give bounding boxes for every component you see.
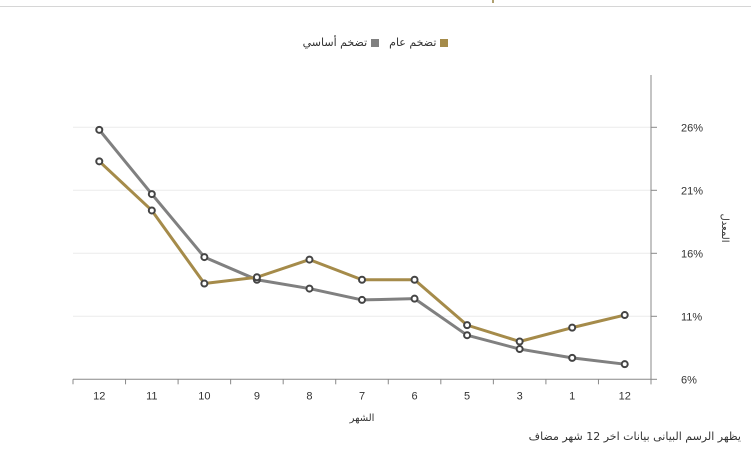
top-divider — [0, 6, 751, 7]
data-point-marker[interactable] — [515, 337, 524, 346]
data-point-marker[interactable] — [252, 273, 261, 282]
axis-labels: 6% 11% 16% 21% 26% 12 11 10 9 8 7 6 5 3 1 12 الشهر المعدل — [93, 122, 730, 424]
data-point-marker[interactable] — [147, 190, 156, 199]
x-tick-label: 7 — [359, 390, 365, 402]
y-tick-label: 21% — [681, 185, 703, 197]
data-point-marker[interactable] — [200, 253, 209, 262]
x-tick-label: 12 — [619, 390, 631, 402]
y-tick-label: 11% — [681, 311, 702, 323]
legend-item-headline[interactable]: تضخم عام — [389, 36, 449, 49]
data-point-marker[interactable] — [463, 321, 472, 330]
y-tick-label: 26% — [681, 122, 703, 134]
legend-swatch-headline-icon — [440, 38, 449, 47]
data-point-marker[interactable] — [95, 125, 104, 134]
y-tick-label: 16% — [681, 248, 703, 260]
legend-swatch-core-icon — [371, 38, 380, 47]
data-point-marker[interactable] — [200, 279, 209, 288]
legend-item-core[interactable]: تضخم أساسي — [303, 36, 380, 49]
series-line — [98, 160, 626, 343]
data-point-marker[interactable] — [515, 345, 524, 354]
data-point-marker[interactable] — [147, 206, 156, 215]
data-point-marker[interactable] — [410, 294, 419, 303]
legend-label-headline: تضخم عام — [389, 36, 437, 49]
chart-legend: تضخم عام تضخم أساسي — [0, 36, 751, 49]
legend-label-core: تضخم أساسي — [302, 36, 368, 49]
x-tick-label: 9 — [254, 390, 260, 402]
chart-caption: يظهر الرسم البيانى بيانات اخر 12 شهر مضا… — [528, 430, 741, 443]
data-point-marker[interactable] — [568, 353, 577, 362]
series-lines — [95, 125, 629, 369]
data-point-marker[interactable] — [410, 275, 419, 284]
x-axis-title: الشهر — [349, 413, 375, 424]
data-point-marker[interactable] — [305, 284, 314, 293]
data-point-marker[interactable] — [358, 275, 366, 284]
y-axis-title: المعدل — [719, 214, 730, 243]
data-point-marker[interactable] — [95, 157, 104, 166]
x-tick-label: 8 — [306, 390, 312, 402]
x-tick-label: 10 — [198, 390, 210, 402]
x-tick-label: 12 — [93, 390, 105, 402]
data-point-marker[interactable] — [620, 360, 629, 369]
axes — [72, 75, 657, 385]
x-tick-label: 5 — [464, 390, 470, 402]
data-point-marker[interactable] — [568, 323, 577, 332]
data-point-marker[interactable] — [358, 295, 366, 304]
top-marker — [492, 0, 494, 3]
x-tick-label: 11 — [146, 390, 157, 402]
data-point-marker[interactable] — [463, 331, 472, 340]
y-tick-label: 6% — [681, 374, 697, 386]
x-tick-label: 1 — [569, 390, 575, 402]
data-point-marker[interactable] — [305, 255, 314, 264]
gridlines — [73, 126, 651, 317]
x-tick-label: 3 — [517, 390, 523, 402]
x-tick-label: 6 — [411, 390, 417, 402]
data-point-marker[interactable] — [620, 311, 629, 320]
